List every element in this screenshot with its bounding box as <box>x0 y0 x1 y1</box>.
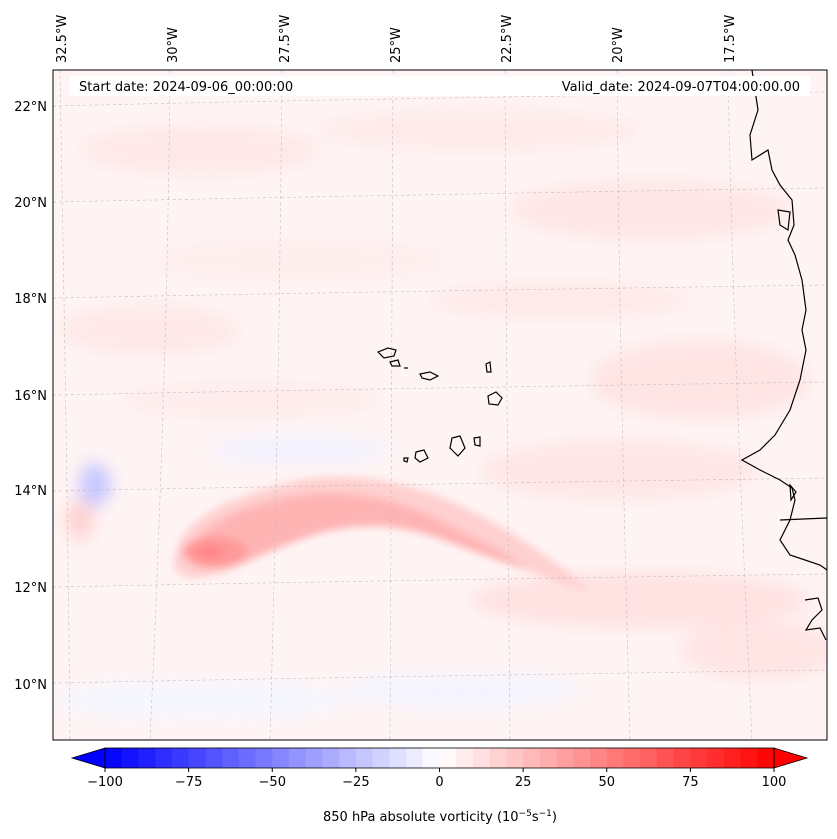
island-sao-nicolau <box>419 371 440 381</box>
colorbar-bin <box>322 748 340 768</box>
colorbar-bin <box>506 748 524 768</box>
colorbar-bin <box>355 748 374 768</box>
vorticity-field <box>53 110 827 720</box>
colorbar-label: 850 hPa absolute vorticity (10−5s−1) <box>323 809 557 825</box>
map-frame <box>52 69 828 741</box>
colorbar-bin <box>740 748 758 768</box>
colorbar-bin <box>489 748 507 768</box>
lon-label-27-5w: 27.5°W <box>278 15 293 63</box>
colorbar-tick-label: −50 <box>259 775 286 790</box>
vorticity-maximum <box>173 476 590 590</box>
island-boa-vista <box>487 391 503 406</box>
colorbar-bin <box>389 748 407 768</box>
colorbar-tick-label: 0 <box>435 775 443 790</box>
colorbar-tick-label: −75 <box>175 775 202 790</box>
colorbar-bin <box>138 748 156 768</box>
lat-label-10n: 10°N <box>14 678 47 693</box>
colorbar-bin <box>105 748 123 768</box>
lon-label-17-5w: 17.5°W <box>723 15 738 63</box>
africa-coastline <box>740 70 827 571</box>
colorbar-bin <box>573 748 591 768</box>
island-sal <box>485 361 492 373</box>
island-santiago <box>449 435 466 457</box>
lon-label-20w: 20°W <box>611 27 626 63</box>
island-fogo <box>414 449 429 463</box>
colorbar-bin <box>523 748 541 768</box>
lat-label-20n: 20°N <box>14 196 47 211</box>
lat-label-12n: 12°N <box>14 581 47 596</box>
colorbar-bin <box>439 748 457 768</box>
colorbar-bin <box>472 748 491 768</box>
colorbar-bin <box>656 748 675 768</box>
colorbar-min-extend <box>70 747 106 769</box>
colorbar-max-extend <box>773 747 809 769</box>
start-date-label: Start date: 2024-09-06_00:00:00 <box>79 80 293 95</box>
colorbar-bin <box>590 748 608 768</box>
lat-label-16n: 16°N <box>14 389 47 404</box>
colorbar-bin <box>121 748 139 768</box>
colorbar-bin <box>272 748 290 768</box>
colorbar-tick-label: −100 <box>87 775 123 790</box>
coastlines <box>376 70 827 641</box>
lon-label-30w: 30°W <box>166 27 181 63</box>
colorbar-bin <box>673 748 691 768</box>
header-band <box>70 76 810 96</box>
colorbar-tick-label: 100 <box>762 775 787 790</box>
colorbar-bin <box>456 748 474 768</box>
colorbar-bin <box>188 748 206 768</box>
colorbar-bin <box>606 748 624 768</box>
lat-label-18n: 18°N <box>14 292 47 307</box>
latitude-labels: 22°N 20°N 18°N 16°N 14°N 12°N 10°N <box>14 100 47 693</box>
island-maio <box>473 436 481 447</box>
colorbar-bin <box>372 748 390 768</box>
colorbar-tick-label: 50 <box>598 775 615 790</box>
colorbar-bin <box>422 748 440 768</box>
colorbar-ticks: −100 −75 −50 −25 0 25 50 75 100 <box>87 768 786 790</box>
colorbar-bin <box>339 748 357 768</box>
colorbar-bin <box>238 748 257 768</box>
lat-label-14n: 14°N <box>14 484 47 499</box>
colorbar-bin <box>707 748 725 768</box>
lon-label-22-5w: 22.5°W <box>500 15 515 63</box>
valid-date-label: Valid_date: 2024-09-07T04:00:00.00 <box>562 80 800 95</box>
colorbar-bin <box>623 748 641 768</box>
lon-label-25w: 25°W <box>389 27 404 63</box>
colorbar-bin <box>171 748 190 768</box>
colorbar-bin <box>222 748 240 768</box>
colorbar-bin <box>288 748 307 768</box>
colorbar-bins <box>105 748 775 768</box>
colorbar-bin <box>406 748 424 768</box>
colorbar-bin <box>556 748 574 768</box>
colorbar-bin <box>255 748 273 768</box>
island-santo-antao <box>376 347 397 359</box>
colorbar-bin <box>640 748 658 768</box>
longitude-labels: 32.5°W 30°W 27.5°W 25°W 22.5°W 20°W 17.5… <box>55 15 738 63</box>
map-panel: Start date: 2024-09-06_00:00:00 Valid_da… <box>53 70 827 740</box>
colorbar-tick-label: 25 <box>515 775 532 790</box>
colorbar-tick-label: 75 <box>682 775 699 790</box>
colorbar: −100 −75 −50 −25 0 25 50 75 100 850 hPa absolute… <box>70 747 809 825</box>
lat-label-22n: 22°N <box>14 100 47 115</box>
colorbar-bin <box>539 748 558 768</box>
lon-label-32-5w: 32.5°W <box>55 15 70 63</box>
island-sao-vicente <box>389 359 401 367</box>
colorbar-bin <box>757 748 775 768</box>
colorbar-tick-label: −25 <box>342 775 369 790</box>
colorbar-bin <box>155 748 173 768</box>
colorbar-bin <box>205 748 223 768</box>
colorbar-bin <box>305 748 323 768</box>
colorbar-bin <box>690 748 708 768</box>
colorbar-bin <box>723 748 742 768</box>
